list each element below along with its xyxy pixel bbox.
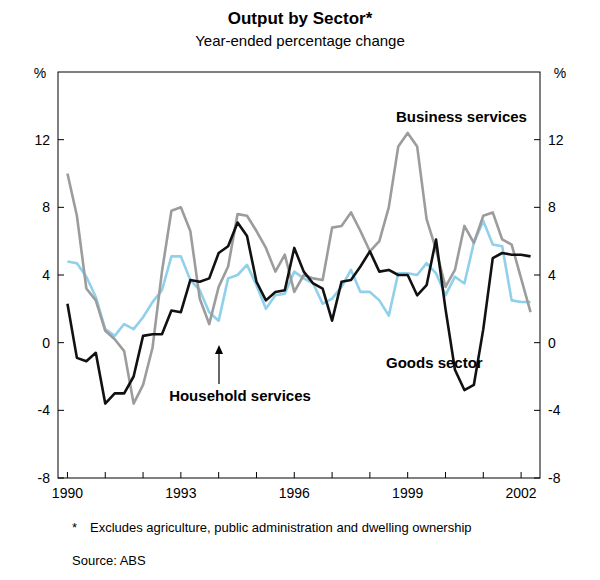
x-tick [483, 472, 484, 478]
y-tick [58, 207, 64, 208]
x-tick [521, 472, 522, 478]
y-tick-label: 0 [42, 335, 50, 351]
y-tick [58, 410, 64, 411]
y-tick-label: -4 [38, 402, 51, 418]
x-tick [407, 472, 408, 478]
footnote-marker: * [72, 520, 92, 536]
y-tick-label: 4 [42, 267, 50, 283]
y-tick-label: -8 [38, 470, 51, 486]
y-unit-left: % [34, 65, 46, 81]
series-line [67, 223, 530, 404]
y-tick-label: 12 [548, 132, 564, 148]
y-unit-right: % [554, 65, 566, 81]
x-tick [294, 472, 295, 478]
series-label: Goods sector [386, 354, 483, 371]
y-tick-label: -4 [548, 402, 561, 418]
x-tick [143, 472, 144, 478]
x-tick-label: 1999 [392, 485, 423, 501]
y-tick-label: 8 [42, 199, 50, 215]
subtitle: Year-ended percentage change [195, 32, 405, 49]
plot-area [67, 133, 530, 404]
y-tick [534, 275, 540, 276]
y-tick [534, 342, 540, 343]
chart-svg: Output by Sector* Year-ended percentage c… [0, 0, 600, 580]
y-tick [58, 478, 64, 479]
y-tick [534, 410, 540, 411]
label-arrow-head [215, 345, 223, 354]
title: Output by Sector* [228, 9, 373, 28]
chart-root: Output by Sector* Year-ended percentage c… [0, 0, 600, 580]
source: Source: ABS [72, 553, 146, 569]
y-tick-label: 12 [34, 132, 50, 148]
x-tick [180, 472, 181, 478]
y-tick [534, 478, 540, 479]
footnote-text: Excludes agriculture, public administrat… [90, 520, 490, 536]
y-tick-label: 8 [548, 199, 556, 215]
y-tick [58, 139, 64, 140]
x-tick [67, 472, 68, 478]
y-tick-label: -8 [548, 470, 561, 486]
x-tick [218, 472, 219, 478]
series-label: Business services [396, 108, 527, 125]
y-tick [534, 207, 540, 208]
label-arrow [218, 352, 219, 384]
x-tick-label: 1993 [165, 485, 196, 501]
series-line [67, 133, 530, 404]
y-tick [58, 342, 64, 343]
x-tick-label: 1990 [52, 485, 83, 501]
x-tick [256, 472, 257, 478]
x-tick [369, 472, 370, 478]
y-tick [58, 275, 64, 276]
x-tick [445, 472, 446, 478]
x-tick-label: 2002 [506, 485, 537, 501]
x-tick [332, 472, 333, 478]
x-tick [105, 472, 106, 478]
series-label: Household services [169, 387, 311, 404]
y-tick [534, 139, 540, 140]
x-tick-label: 1996 [279, 485, 310, 501]
plot-frame [58, 72, 540, 478]
y-tick-label: 4 [548, 267, 556, 283]
y-tick-label: 0 [548, 335, 556, 351]
